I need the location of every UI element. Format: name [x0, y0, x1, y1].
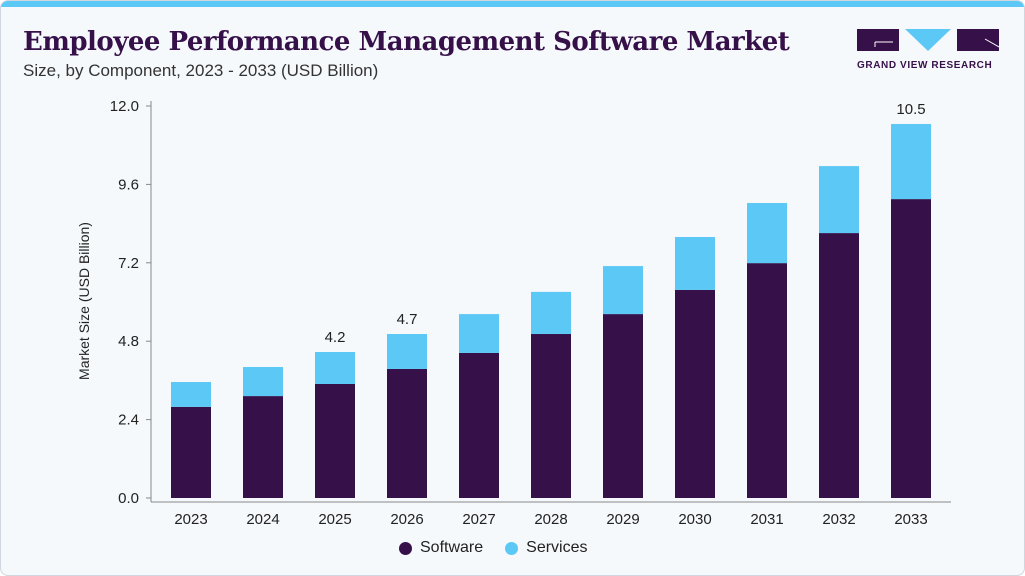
bar-services-2032	[819, 166, 859, 234]
y-tick-label: 4.8	[118, 333, 139, 350]
bar-software-2028	[531, 334, 571, 498]
y-tick-label: 9.6	[118, 176, 139, 193]
legend-swatch-services	[505, 541, 519, 555]
y-tick-label: 2.4	[118, 412, 139, 429]
x-tick-label: 2027	[462, 511, 495, 528]
legend-label-software: Software	[420, 539, 484, 556]
top-accent-bar	[1, 1, 1024, 7]
legend-item-software: Software	[399, 539, 483, 557]
x-tick-label: 2031	[750, 511, 783, 528]
y-tick-label: 12.0	[110, 98, 139, 115]
chart-title: Employee Performance Management Software…	[23, 27, 790, 57]
bar-software-2029	[603, 314, 643, 498]
bar-software-2023	[171, 406, 211, 498]
x-tick-label: 2033	[894, 511, 927, 528]
x-tick-label: 2023	[174, 511, 207, 528]
bar-software-2033	[891, 199, 931, 498]
x-tick-label: 2029	[606, 511, 639, 528]
chart-subtitle: Size, by Component, 2023 - 2033 (USD Bil…	[23, 61, 379, 80]
bar-services-2028	[531, 291, 571, 335]
data-label-2025: 4.2	[325, 329, 346, 346]
legend: Software Services	[399, 539, 588, 557]
y-tick-label: 0.0	[118, 490, 139, 507]
bar-software-2026	[387, 368, 427, 498]
bar-software-2027	[459, 352, 499, 498]
x-tick-label: 2026	[390, 511, 423, 528]
legend-item-services: Services	[505, 539, 588, 557]
bar-services-2033	[891, 123, 931, 200]
y-tick-label: 7.2	[118, 255, 139, 272]
bar-services-2023	[171, 382, 211, 407]
bar-services-2031	[747, 203, 787, 264]
legend-swatch-software	[399, 541, 412, 555]
bar-services-2027	[459, 314, 499, 353]
x-tick-label: 2024	[246, 511, 279, 528]
bar-services-2024	[243, 367, 283, 397]
bar-software-2032	[819, 233, 859, 498]
x-tick-label: 2025	[318, 511, 351, 528]
bar-services-2025	[315, 351, 355, 384]
logo-text: GRAND VIEW RESEARCH	[857, 60, 993, 71]
data-label-2026: 4.7	[397, 311, 418, 328]
bar-services-2029	[603, 266, 643, 315]
x-tick-label: 2028	[534, 511, 567, 528]
x-tick-label: 2030	[678, 511, 711, 528]
bar-software-2025	[315, 383, 355, 498]
bar-services-2030	[675, 236, 715, 290]
bar-software-2031	[747, 263, 787, 498]
legend-label-services: Services	[526, 539, 588, 556]
grand-view-research-logo	[857, 29, 999, 51]
bar-software-2030	[675, 289, 715, 498]
x-tick-label: 2032	[822, 511, 855, 528]
bar-software-2024	[243, 396, 283, 498]
data-label-2033: 10.5	[896, 101, 925, 118]
y-axis-label: Market Size (USD Billion)	[76, 222, 92, 380]
bar-services-2026	[387, 334, 427, 369]
